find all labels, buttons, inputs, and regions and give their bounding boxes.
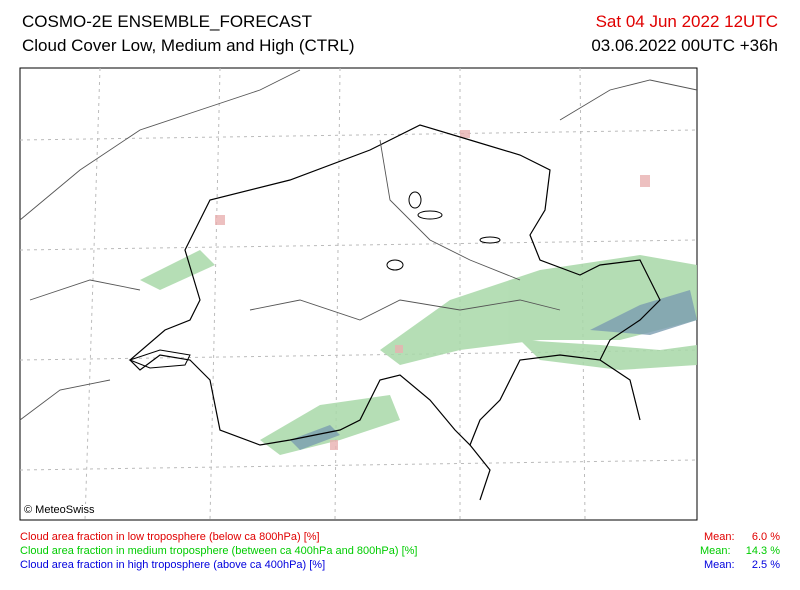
subtitle: Cloud Cover Low, Medium and High (CTRL) <box>22 36 355 55</box>
regional-borders <box>19 69 698 421</box>
legend-low: Cloud area fraction in low troposphere (… <box>20 531 320 543</box>
lakes <box>128 191 501 369</box>
country-borders <box>129 124 661 501</box>
mean-value: 6.0 % <box>751 531 780 543</box>
valid-time: Sat 04 Jun 2022 12UTC <box>595 12 778 31</box>
mean-label: Mean: <box>704 531 735 543</box>
mean-value: 2.5 % <box>751 559 780 571</box>
mean-value: 14.3 % <box>745 545 780 557</box>
run-time: 03.06.2022 00UTC +36h <box>591 36 778 55</box>
copyright: © MeteoSwiss <box>24 504 95 516</box>
mean-label: Mean: <box>704 559 735 571</box>
cloud-low <box>215 130 650 450</box>
legend-high: Cloud area fraction in high troposphere … <box>20 559 326 571</box>
legend-medium: Cloud area fraction in medium tropospher… <box>20 545 418 557</box>
graticule <box>19 67 698 521</box>
cloud-high <box>290 290 697 450</box>
title: COSMO-2E ENSEMBLE_FORECAST <box>22 12 313 31</box>
mean-label: Mean: <box>700 545 731 557</box>
